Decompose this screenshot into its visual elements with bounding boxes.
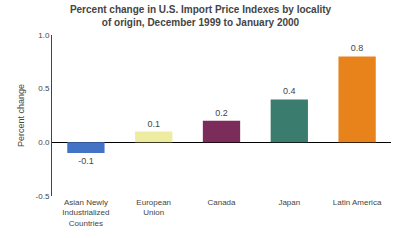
svg-text:Canada: Canada bbox=[207, 198, 236, 207]
svg-text:1.0: 1.0 bbox=[38, 31, 50, 40]
svg-text:0.1: 0.1 bbox=[147, 119, 160, 129]
svg-text:-0.1: -0.1 bbox=[78, 156, 94, 166]
svg-text:EuropeanUnion: EuropeanUnion bbox=[136, 198, 171, 217]
svg-text:-0.5: -0.5 bbox=[36, 192, 50, 201]
svg-text:0.4: 0.4 bbox=[283, 86, 296, 96]
svg-text:Percent change in U.S. Import: Percent change in U.S. Import Price Inde… bbox=[70, 4, 332, 28]
svg-text:Asian NewlyIndustrializedCount: Asian NewlyIndustrializedCountries bbox=[62, 198, 109, 228]
svg-text:0.8: 0.8 bbox=[351, 43, 364, 53]
svg-text:0.0: 0.0 bbox=[38, 138, 50, 147]
svg-text:Japan: Japan bbox=[278, 198, 300, 207]
svg-text:0.5: 0.5 bbox=[38, 84, 50, 93]
svg-text:0.2: 0.2 bbox=[215, 108, 228, 118]
svg-text:Latin America: Latin America bbox=[333, 198, 382, 207]
svg-text:Percent change: Percent change bbox=[16, 84, 26, 147]
